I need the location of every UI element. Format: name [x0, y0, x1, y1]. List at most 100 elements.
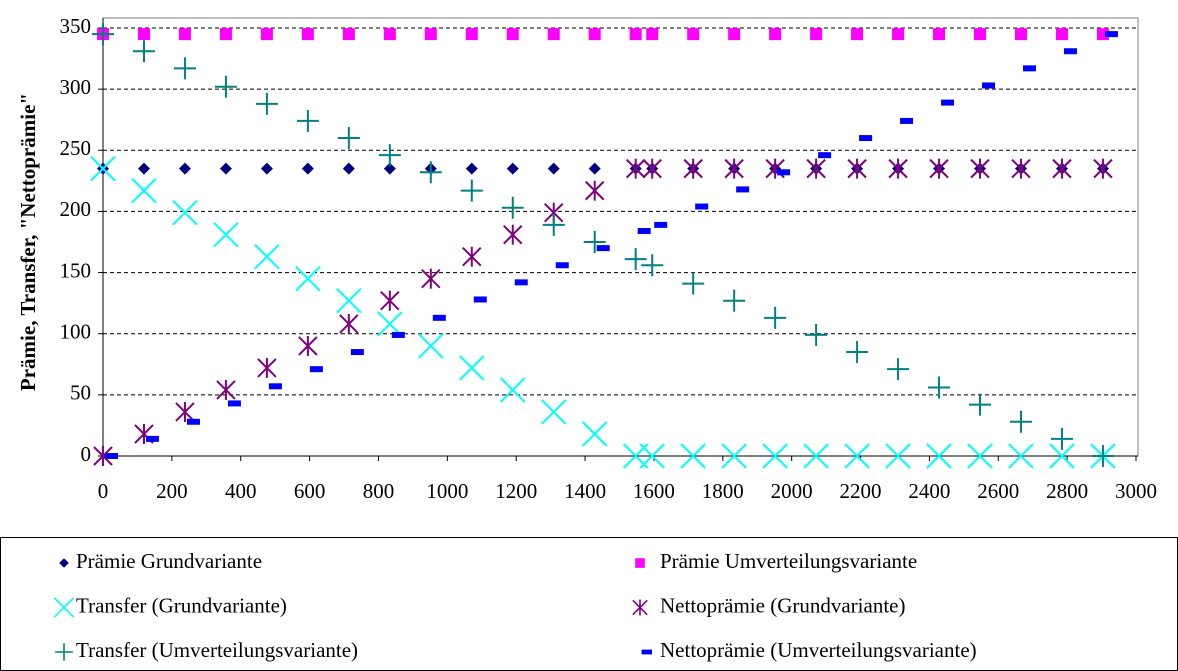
- x-tick-label: 1000: [426, 479, 468, 503]
- marker-square: [424, 28, 437, 41]
- marker-asterisk: [632, 599, 648, 616]
- marker-dash: [818, 152, 832, 159]
- marker-shape: [432, 314, 446, 321]
- marker-stroke: [680, 443, 706, 469]
- marker-shape: [424, 28, 437, 41]
- marker-shape: [227, 400, 241, 407]
- marker-square: [687, 28, 700, 41]
- marker-shape: [137, 162, 150, 175]
- marker-dash: [982, 82, 996, 89]
- marker-asterisk: [462, 246, 482, 267]
- x-tick-label: 1600: [633, 479, 675, 503]
- marker-stroke: [336, 287, 362, 314]
- marker-shape: [301, 28, 314, 41]
- marker-shape: [933, 28, 946, 41]
- marker-square: [219, 28, 232, 41]
- marker-shape: [588, 162, 601, 175]
- marker-asterisk: [847, 158, 867, 179]
- x-tick-label: 2800: [1046, 479, 1088, 503]
- x-tick-label: 2200: [840, 479, 882, 503]
- marker-shape: [635, 558, 645, 568]
- x-tick-label: 2400: [908, 479, 950, 503]
- marker-plus: [337, 127, 360, 150]
- marker-asterisk: [806, 158, 826, 179]
- marker-plus: [542, 213, 565, 236]
- marker-dash: [1022, 65, 1036, 72]
- marker-square: [178, 28, 191, 41]
- marker-diamond: [219, 162, 232, 175]
- marker-square: [506, 28, 519, 41]
- marker-shape: [859, 135, 873, 142]
- marker-asterisk: [970, 158, 990, 179]
- marker-plus: [255, 92, 278, 115]
- marker-diamond: [260, 162, 273, 175]
- marker-x: [418, 333, 444, 359]
- marker-shape: [974, 28, 987, 41]
- legend-label: Transfer (Grundvariante): [76, 593, 287, 617]
- marker-square: [635, 558, 645, 568]
- marker-asterisk: [1011, 158, 1031, 179]
- marker-shape: [219, 162, 232, 175]
- marker-shape: [260, 162, 273, 175]
- marker-shape: [383, 28, 396, 41]
- marker-shape: [301, 162, 314, 175]
- marker-asterisk: [380, 290, 400, 311]
- marker-shape: [810, 28, 823, 41]
- marker-shape: [342, 162, 355, 175]
- marker-square: [301, 28, 314, 41]
- marker-plus: [928, 376, 951, 399]
- marker-x: [131, 177, 157, 204]
- y-tick-label: 100: [60, 320, 92, 344]
- marker-plus: [624, 248, 647, 271]
- marker-shape: [695, 203, 709, 210]
- marker-square: [629, 28, 642, 41]
- marker-stroke: [639, 443, 665, 469]
- marker-asterisk: [683, 158, 703, 179]
- marker-stroke: [377, 311, 403, 337]
- marker-asterisk: [585, 180, 605, 201]
- marker-asterisk: [257, 357, 277, 378]
- marker-square: [588, 28, 601, 41]
- marker-asterisk: [625, 158, 646, 179]
- marker-shape: [654, 221, 668, 228]
- marker-x: [885, 443, 911, 469]
- marker-x: [1049, 443, 1075, 469]
- marker-shape: [629, 28, 642, 41]
- legend-label: Transfer (Umverteilungsvariante): [76, 638, 358, 662]
- marker-plus: [583, 231, 606, 253]
- marker-stroke: [926, 443, 952, 469]
- marker-shape: [687, 28, 700, 41]
- y-tick-label: 300: [60, 75, 92, 99]
- marker-stroke: [762, 443, 788, 469]
- marker-shape: [219, 28, 232, 41]
- marker-dash: [227, 400, 241, 407]
- marker-shape: [506, 162, 519, 175]
- marker-stroke: [53, 597, 75, 618]
- marker-diamond: [588, 162, 601, 175]
- legend-label: Prämie Umverteilungsvariante: [660, 549, 917, 573]
- marker-plus: [805, 323, 828, 346]
- marker-stroke: [213, 221, 239, 248]
- marker-stroke: [721, 443, 747, 469]
- marker-plus: [682, 272, 705, 295]
- marker-shape: [588, 28, 601, 41]
- marker-stroke: [582, 421, 608, 447]
- marker-stroke: [885, 443, 911, 469]
- marker-x: [926, 443, 952, 469]
- marker-x: [336, 287, 362, 314]
- marker-x: [172, 199, 198, 226]
- marker-stroke: [1049, 443, 1075, 469]
- marker-diamond: [465, 162, 478, 175]
- marker-asterisk: [642, 158, 662, 179]
- marker-plus: [641, 254, 664, 277]
- marker-shape: [473, 296, 487, 303]
- marker-stroke: [967, 443, 993, 469]
- marker-shape: [105, 453, 118, 459]
- x-tick-label: 800: [363, 479, 395, 503]
- marker-square: [769, 28, 782, 41]
- marker-stroke: [172, 199, 198, 226]
- marker-shape: [555, 262, 569, 269]
- marker-dash: [350, 349, 364, 356]
- marker-diamond: [137, 162, 150, 175]
- marker-plus: [969, 393, 992, 416]
